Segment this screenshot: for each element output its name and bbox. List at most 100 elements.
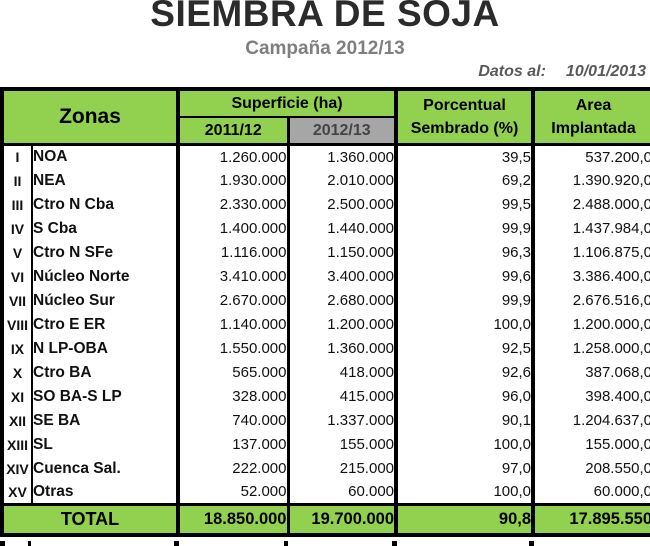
sup-2012-value: 2.500.000 bbox=[288, 192, 399, 217]
sup-2012-value: 3.400.000 bbox=[288, 264, 399, 289]
table-row: III Ctro N Cba 2.330.000 2.500.000 99,5 … bbox=[0, 192, 650, 217]
area-value: 1.437.984,0 bbox=[533, 216, 650, 241]
table-row: I NOA 1.260.000 1.360.000 39,5 537.200,0 bbox=[0, 144, 650, 169]
header-season-2012-13: 2012/13 bbox=[288, 117, 399, 147]
table-row: XIII SL 137.000 155.000 100,0 155.000,0 bbox=[0, 432, 650, 457]
zone-name: S Cba bbox=[32, 216, 180, 241]
bottom-edge-stub bbox=[529, 541, 534, 546]
table-row: XI SO BA-S LP 328.000 415.000 96,0 398.4… bbox=[0, 384, 650, 409]
table-row: X Ctro BA 565.000 418.000 92,6 387.068,0 bbox=[0, 360, 650, 385]
table-row: VII Núcleo Sur 2.670.000 2.680.000 99,9 … bbox=[0, 288, 650, 313]
table-header: Zonas Superficie (ha) Porcentual Sembrad… bbox=[0, 87, 650, 147]
datos-al-date: 10/01/2013 bbox=[565, 63, 646, 81]
sup-2011-value: 1.140.000 bbox=[178, 312, 290, 337]
sup-2011-value: 1.260.000 bbox=[178, 144, 290, 169]
zone-name: Núcleo Sur bbox=[32, 288, 180, 313]
sup-2012-value: 1.360.000 bbox=[288, 336, 399, 361]
zone-index: IX bbox=[0, 336, 33, 361]
zone-name: Ctro E ER bbox=[32, 312, 180, 337]
area-value: 60.000,0 bbox=[533, 480, 650, 505]
sup-2012-value: 2.010.000 bbox=[288, 168, 399, 193]
table-row: V Ctro N SFe 1.116.000 1.150.000 96,3 1.… bbox=[0, 240, 650, 265]
zone-index: XI bbox=[0, 384, 33, 409]
zone-index: II bbox=[0, 168, 33, 193]
pct-value: 92,6 bbox=[396, 360, 536, 385]
area-value: 1.200.000,0 bbox=[533, 312, 650, 337]
total-area: 17.895.550 bbox=[533, 503, 650, 537]
sup-2012-value: 418.000 bbox=[288, 360, 399, 385]
table-row: IV S Cba 1.400.000 1.440.000 99,9 1.437.… bbox=[0, 216, 650, 241]
pct-value: 99,6 bbox=[396, 264, 536, 289]
sup-2011-value: 1.400.000 bbox=[178, 216, 290, 241]
header-porcentual-line2: Sembrado (%) bbox=[410, 120, 519, 138]
zone-name: SO BA-S LP bbox=[32, 384, 180, 409]
bottom-edge-stub bbox=[174, 541, 179, 546]
sup-2012-value: 1.337.000 bbox=[288, 408, 399, 433]
header-area-line2: Implantada bbox=[551, 120, 636, 138]
header-area-line1: Area bbox=[575, 96, 612, 114]
header-superficie: Superficie (ha) bbox=[178, 87, 399, 119]
sup-2012-value: 60.000 bbox=[288, 480, 399, 505]
zone-index: I bbox=[0, 144, 33, 169]
zone-index: XII bbox=[0, 408, 33, 433]
zone-name: Ctro BA bbox=[32, 360, 180, 385]
sup-2011-value: 328.000 bbox=[178, 384, 290, 409]
sup-2011-value: 1.550.000 bbox=[178, 336, 290, 361]
zone-name: SL bbox=[32, 432, 180, 457]
area-value: 155.000,0 bbox=[533, 432, 650, 457]
sup-2011-value: 222.000 bbox=[178, 456, 290, 481]
sup-2011-value: 2.330.000 bbox=[178, 192, 290, 217]
zone-name: Ctro N SFe bbox=[32, 240, 180, 265]
zone-index: XIII bbox=[0, 432, 33, 457]
bottom-edge-stub bbox=[392, 541, 397, 546]
table-row: VIII Ctro E ER 1.140.000 1.200.000 100,0… bbox=[0, 312, 650, 337]
campaign-subtitle: Campaña 2012/13 bbox=[245, 38, 405, 60]
siembra-table: Zonas Superficie (ha) Porcentual Sembrad… bbox=[0, 87, 650, 537]
zone-index: III bbox=[0, 192, 33, 217]
table-row: XII SE BA 740.000 1.337.000 90,1 1.204.6… bbox=[0, 408, 650, 433]
sup-2012-value: 415.000 bbox=[288, 384, 399, 409]
pct-value: 69,2 bbox=[396, 168, 536, 193]
zone-name: Ctro N Cba bbox=[32, 192, 180, 217]
zone-index: VI bbox=[0, 264, 33, 289]
area-value: 398.400,0 bbox=[533, 384, 650, 409]
sup-2012-value: 2.680.000 bbox=[288, 288, 399, 313]
total-sup-2012: 19.700.000 bbox=[288, 503, 399, 537]
pct-value: 100,0 bbox=[396, 312, 536, 337]
sup-2011-value: 565.000 bbox=[178, 360, 290, 385]
sup-2012-value: 215.000 bbox=[288, 456, 399, 481]
bottom-edge-stub bbox=[284, 541, 288, 546]
total-pct: 90,8 bbox=[396, 503, 536, 537]
pct-value: 96,3 bbox=[396, 240, 536, 265]
table-body: I NOA 1.260.000 1.360.000 39,5 537.200,0… bbox=[0, 144, 650, 505]
total-sup-2011: 18.850.000 bbox=[178, 503, 290, 537]
table-row: XV Otras 52.000 60.000 100,0 60.000,0 bbox=[0, 480, 650, 505]
pct-value: 96,0 bbox=[396, 384, 536, 409]
header-porcentual: Porcentual Sembrado (%) bbox=[396, 87, 536, 147]
sup-2011-value: 52.000 bbox=[178, 480, 290, 505]
sup-2011-value: 740.000 bbox=[178, 408, 290, 433]
zone-name: SE BA bbox=[32, 408, 180, 433]
datos-al-label: Datos al: bbox=[478, 63, 546, 81]
pct-value: 97,0 bbox=[396, 456, 536, 481]
sup-2012-value: 1.360.000 bbox=[288, 144, 399, 169]
pct-value: 92,5 bbox=[396, 336, 536, 361]
pct-value: 39,5 bbox=[396, 144, 536, 169]
sup-2012-value: 1.440.000 bbox=[288, 216, 399, 241]
zone-name: N LP-OBA bbox=[32, 336, 180, 361]
area-value: 208.550,0 bbox=[533, 456, 650, 481]
sup-2011-value: 3.410.000 bbox=[178, 264, 290, 289]
zone-index: VII bbox=[0, 288, 33, 313]
zone-index: IV bbox=[0, 216, 33, 241]
zone-index: XIV bbox=[0, 456, 33, 481]
pct-value: 99,9 bbox=[396, 288, 536, 313]
pct-value: 100,0 bbox=[396, 432, 536, 457]
sup-2012-value: 1.150.000 bbox=[288, 240, 399, 265]
table-row: XIV Cuenca Sal. 222.000 215.000 97,0 208… bbox=[0, 456, 650, 481]
bottom-edge-stub bbox=[0, 541, 5, 546]
area-value: 1.390.920,0 bbox=[533, 168, 650, 193]
area-value: 2.488.000,0 bbox=[533, 192, 650, 217]
zone-name: Núcleo Norte bbox=[32, 264, 180, 289]
pct-value: 99,5 bbox=[396, 192, 536, 217]
